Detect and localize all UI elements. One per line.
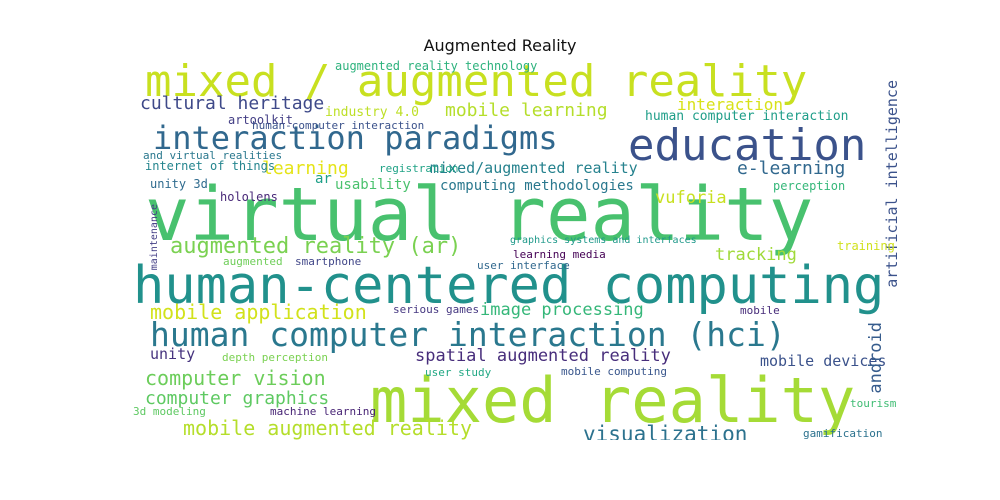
word-computing-methodologies: computing methodologies [440,178,634,194]
word-human-computer-interaction: human computer interaction [645,109,849,124]
word-spatial-augmented-reality: spatial augmented reality [415,346,671,366]
word-augmented-reality-technology: augmented reality technology [335,60,538,73]
word-computer-graphics: computer graphics [145,388,330,409]
word-mobile-learning: mobile learning [445,100,608,121]
word-tourism: tourism [850,397,897,410]
word-cloud: virtual reality human-centered computing m… [125,60,900,440]
chart-title: Augmented Reality [423,36,577,55]
word-gamification: gamification [803,427,883,440]
word-tracking: tracking [715,245,797,265]
word-user-study: user study [425,366,492,379]
word-and-virtual-realities: and virtual realities [143,149,283,162]
word-maintenance: maintenance [149,204,160,271]
word-3d-modeling: 3d modeling [133,405,206,418]
word-learning: learning [262,158,349,179]
word-machine-learning: machine learning [270,405,376,418]
word-ar: ar [315,171,332,187]
word-augmented: augmented [223,255,283,268]
word-mixed-augmented-reality: mixed/augmented reality [430,159,638,177]
word-vuforia: vuforia [655,188,727,208]
word-image-processing: image processing [480,300,644,320]
word-artificial-intelligence: artificial intelligence [883,80,900,288]
word-perception: perception [773,179,846,193]
word-mobile-application: mobile application [150,300,367,324]
word-graphics-systems-and-interfaces: graphics systems and interfaces [510,235,697,246]
word-e-learning: e-learning [737,158,846,179]
word-interaction: interaction [677,95,783,114]
word-training: training [837,239,895,253]
word-human-computer-interaction: human-computer interaction [252,119,425,132]
word-augmented-reality-ar: augmented reality (ar) [170,234,462,259]
word-serious-games: serious games [393,303,480,316]
word-mixed-augmented-reality: mixed / augmented reality [145,60,808,107]
word-mixed-reality: mixed reality [370,364,856,437]
word-cultural-heritage: cultural heritage [140,93,325,114]
word-unity: unity [150,345,196,363]
word-usability: usability [335,177,411,193]
word-computer-vision: computer vision [145,366,326,390]
word-artoolkit: artoolkit [228,113,294,127]
word-education: education [628,120,867,171]
word-human-computer-interaction-hci: human computer interaction (hci) [150,315,786,354]
word-hololens: hololens [220,190,278,204]
word-registration: registration [379,162,459,175]
word-human-centered-computing: human-centered computing [133,256,885,316]
word-visualization: visualization [583,422,748,441]
word-depth-perception: depth perception [222,351,328,364]
word-industry-4-0: industry 4.0 [325,105,419,120]
word-smartphone: smartphone [295,255,362,268]
word-mobile-augmented-reality: mobile augmented reality [183,416,472,440]
word-internet-of-things: internet of things [145,159,276,173]
word-android: android [866,322,886,394]
word-user-interface: user interface [477,259,570,272]
word-mobile-computing: mobile computing [561,365,667,378]
word-unity-3d: unity 3d [150,177,208,191]
word-mobile-devices: mobile devices [760,352,887,370]
word-mobile: mobile [740,304,780,317]
word-virtual-reality: virtual reality [145,172,814,258]
word-learning-media: learning media [513,248,606,261]
word-interaction-paradigms: interaction paradigms [153,119,558,157]
